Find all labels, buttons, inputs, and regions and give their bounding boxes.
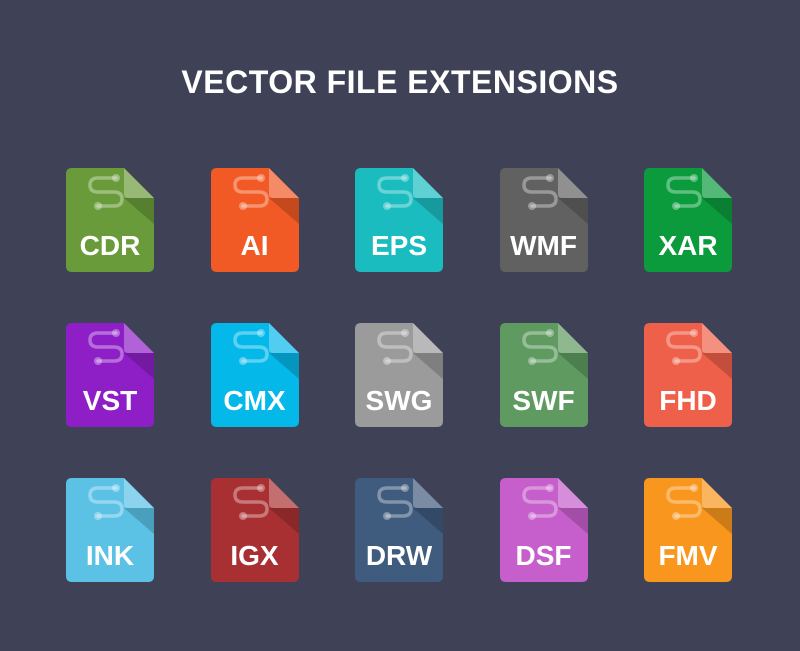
file-icon-dsf[interactable]: DSF xyxy=(499,478,588,582)
file-icon-fmv[interactable]: FMV xyxy=(644,478,732,582)
file-icon xyxy=(66,323,154,427)
file-icon xyxy=(210,168,299,272)
file-extension-label: DSF xyxy=(515,540,572,571)
file-extension-label: CMX xyxy=(223,385,286,416)
file-icon xyxy=(355,478,443,582)
vector-path-icon xyxy=(377,331,413,363)
file-extension-label: INK xyxy=(85,540,135,571)
vector-path-icon xyxy=(88,176,124,208)
file-icon xyxy=(644,323,732,427)
file-extension-label: SWF xyxy=(512,385,575,416)
file-icon xyxy=(499,478,588,582)
file-icon-cdr[interactable]: CDR xyxy=(66,168,154,272)
vector-path-icon xyxy=(88,486,124,518)
vector-path-icon xyxy=(666,331,702,363)
file-extension-label: WMF xyxy=(510,230,577,261)
file-icon-ink[interactable]: INK xyxy=(66,478,154,582)
vector-path-icon xyxy=(377,176,413,208)
file-extension-label: CDR xyxy=(79,230,141,261)
file-icon xyxy=(499,168,588,272)
file-icon-swg[interactable]: SWG xyxy=(355,323,443,427)
file-extension-label: SWG xyxy=(365,385,433,416)
file-extension-label: EPS xyxy=(370,230,428,261)
file-icon xyxy=(499,323,588,427)
file-extension-label: IGX xyxy=(230,540,279,571)
file-icon xyxy=(210,478,299,582)
file-icon-swf[interactable]: SWF xyxy=(499,323,588,427)
file-extension-label: FMV xyxy=(658,540,718,571)
file-extension-label: XAR xyxy=(658,230,718,261)
file-extension-label: DRW xyxy=(365,540,433,571)
vector-path-icon xyxy=(232,486,269,518)
file-icon-grid: CDR AI EPS WMF xyxy=(66,168,732,582)
vector-path-icon xyxy=(88,331,124,363)
file-icon-fhd[interactable]: FHD xyxy=(644,323,732,427)
file-icon-cmx[interactable]: CMX xyxy=(210,323,299,427)
file-icon xyxy=(355,168,443,272)
vector-path-icon xyxy=(232,176,269,208)
file-icon-wmf[interactable]: WMF xyxy=(499,168,588,272)
vector-path-icon xyxy=(232,331,269,363)
file-icon-eps[interactable]: EPS xyxy=(355,168,443,272)
file-icon xyxy=(210,323,299,427)
vector-path-icon xyxy=(377,486,413,518)
page-title: VECTOR FILE EXTENSIONS xyxy=(181,64,619,100)
file-icon xyxy=(355,323,443,427)
file-icon xyxy=(66,168,154,272)
vector-path-icon xyxy=(521,176,558,208)
file-icon-ai[interactable]: AI xyxy=(210,168,299,272)
vector-path-icon xyxy=(521,486,558,518)
file-icon-xar[interactable]: XAR xyxy=(644,168,732,272)
file-extension-label: FHD xyxy=(659,385,717,416)
file-extension-label: AI xyxy=(240,230,269,261)
file-icon xyxy=(644,168,732,272)
file-icon xyxy=(644,478,732,582)
file-icon xyxy=(66,478,154,582)
file-icon-drw[interactable]: DRW xyxy=(355,478,443,582)
file-icon-vst[interactable]: VST xyxy=(66,323,154,427)
file-extension-label: VST xyxy=(82,385,138,416)
vector-path-icon xyxy=(666,176,702,208)
vector-path-icon xyxy=(666,486,702,518)
vector-path-icon xyxy=(521,331,558,363)
file-icon-igx[interactable]: IGX xyxy=(210,478,299,582)
